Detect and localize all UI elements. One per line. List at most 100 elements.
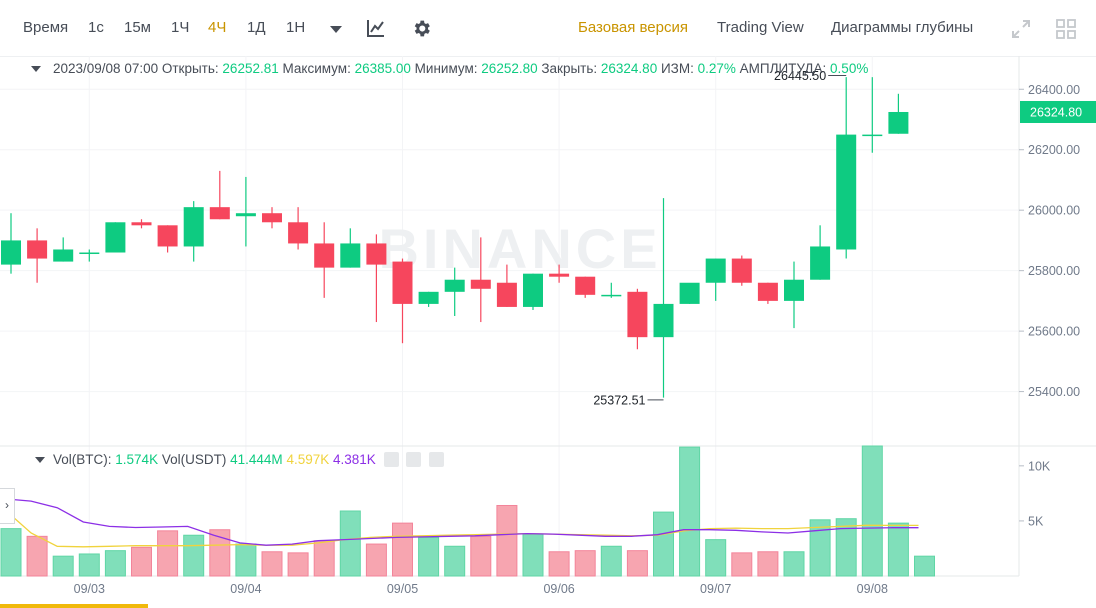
time-label[interactable]: Время <box>23 19 69 36</box>
candle-body <box>470 279 491 289</box>
candle-body <box>53 249 74 262</box>
volume-bar <box>731 552 753 577</box>
candle-body <box>209 207 230 220</box>
interval-1d[interactable]: 1Д <box>247 19 266 36</box>
candle-body <box>888 111 909 134</box>
view-basic[interactable]: Базовая версия <box>578 19 688 36</box>
interval-4h[interactable]: 4Ч <box>208 19 227 36</box>
candle-body <box>1 240 21 265</box>
volume-bar <box>261 551 283 577</box>
interval-15m[interactable]: 15м <box>124 19 151 36</box>
candle-body <box>27 240 48 259</box>
candle-body <box>79 252 100 255</box>
volume-bar <box>496 504 518 577</box>
volume-bar <box>835 518 857 577</box>
volume-bar <box>418 536 440 577</box>
ma-purple-value: 4.381K <box>333 452 376 467</box>
volume-bar <box>809 519 831 577</box>
volume-bar <box>78 553 100 577</box>
candle-body <box>575 276 596 295</box>
amplitude-value: 0.50% <box>830 61 869 76</box>
interval-1h[interactable]: 1Ч <box>171 19 190 36</box>
volume-bar <box>444 545 466 577</box>
volume-bar <box>0 528 22 577</box>
current-price-text: 26324.80 <box>1030 105 1082 119</box>
candle-body <box>784 279 804 301</box>
gear-icon[interactable] <box>411 18 432 44</box>
volume-collapse-icon[interactable] <box>35 457 45 463</box>
volume-bar <box>470 535 492 577</box>
price-tick-label: 26000.00 <box>1028 204 1080 218</box>
price-tick-label: 25400.00 <box>1028 385 1080 399</box>
volume-bar <box>887 522 909 577</box>
candle-body <box>601 294 622 297</box>
change-value: 0.27% <box>697 61 736 76</box>
interval-1s[interactable]: 1с <box>88 19 104 36</box>
candle-body <box>757 282 778 301</box>
candle-body <box>366 243 387 265</box>
volume-bar <box>679 446 701 577</box>
candle-body <box>549 273 570 277</box>
vol-btc-value: 1.574K <box>115 452 159 467</box>
volume-bar <box>392 522 413 577</box>
layout-grid-icon[interactable] <box>1056 19 1076 44</box>
ohlc-date: 2023/09/08 07:00 <box>53 61 159 76</box>
vol-usdt-label: Vol(USDT) <box>161 452 227 467</box>
expand-panel-arrow-icon[interactable]: › <box>0 488 15 524</box>
current-price-tag <box>1020 100 1096 123</box>
ohlc-legend: 2023/09/08 07:00 Открыть: 26252.81 Макси… <box>33 61 868 76</box>
candle-body <box>340 243 361 268</box>
high-value: 26385.00 <box>354 61 411 76</box>
low-label: Минимум: <box>414 61 478 76</box>
candle-body <box>418 291 439 304</box>
candle-body <box>288 222 309 244</box>
indicator-chart-icon[interactable] <box>366 18 386 43</box>
chart-toolbar: Время 1с 15м 1Ч 4Ч 1Д 1Н Базовая версия … <box>0 0 1096 57</box>
volume-bar <box>183 534 205 577</box>
volume-bar <box>914 555 935 577</box>
volume-bar <box>574 550 596 577</box>
volume-bar <box>705 539 727 577</box>
candle-body <box>235 213 256 217</box>
candle-body <box>810 246 831 280</box>
open-label: Открыть: <box>161 61 219 76</box>
expand-icon[interactable] <box>1011 19 1031 44</box>
candle-body <box>496 282 517 307</box>
candle-body <box>262 213 282 223</box>
candle-body <box>523 273 543 307</box>
volume-bar <box>52 555 74 577</box>
volume-bar <box>522 533 544 577</box>
volume-bar <box>783 551 805 577</box>
volume-bar <box>757 551 779 577</box>
amplitude-label: АМПЛИТУДА: <box>739 61 827 76</box>
candle-body <box>183 207 204 247</box>
candle-body <box>444 279 465 292</box>
volume-bar <box>339 510 361 577</box>
vol-usdt-value: 41.444M <box>230 452 283 467</box>
chevron-down-icon[interactable] <box>330 26 342 33</box>
high-label: Максимум: <box>282 61 351 76</box>
time-tick-label: 09/04 <box>230 582 261 596</box>
scroll-indicator <box>0 604 148 608</box>
ma-purple-line <box>4 498 919 546</box>
price-tick-label: 26400.00 <box>1028 83 1080 97</box>
candle-body <box>862 134 883 137</box>
change-label: ИЗМ: <box>660 61 694 76</box>
view-tradingview[interactable]: Trading View <box>717 19 804 36</box>
price-tick-label: 26200.00 <box>1028 143 1080 157</box>
volume-bar <box>209 529 231 577</box>
settings-icon[interactable] <box>406 452 422 467</box>
price-tick-label: 25800.00 <box>1028 264 1080 278</box>
time-tick-label: 09/06 <box>543 582 574 596</box>
view-depth[interactable]: Диаграммы глубины <box>831 19 974 36</box>
vol-btc-label: Vol(BTC): <box>53 452 112 467</box>
open-value: 26252.81 <box>222 61 279 76</box>
interval-1w[interactable]: 1Н <box>286 19 306 36</box>
low-value: 26252.80 <box>481 61 538 76</box>
close-icon[interactable] <box>429 452 445 467</box>
candle-body <box>131 222 152 226</box>
eye-icon[interactable] <box>383 452 399 467</box>
ohlc-collapse-icon[interactable] <box>31 66 41 72</box>
low-marker-text: 25372.51 <box>593 393 645 407</box>
